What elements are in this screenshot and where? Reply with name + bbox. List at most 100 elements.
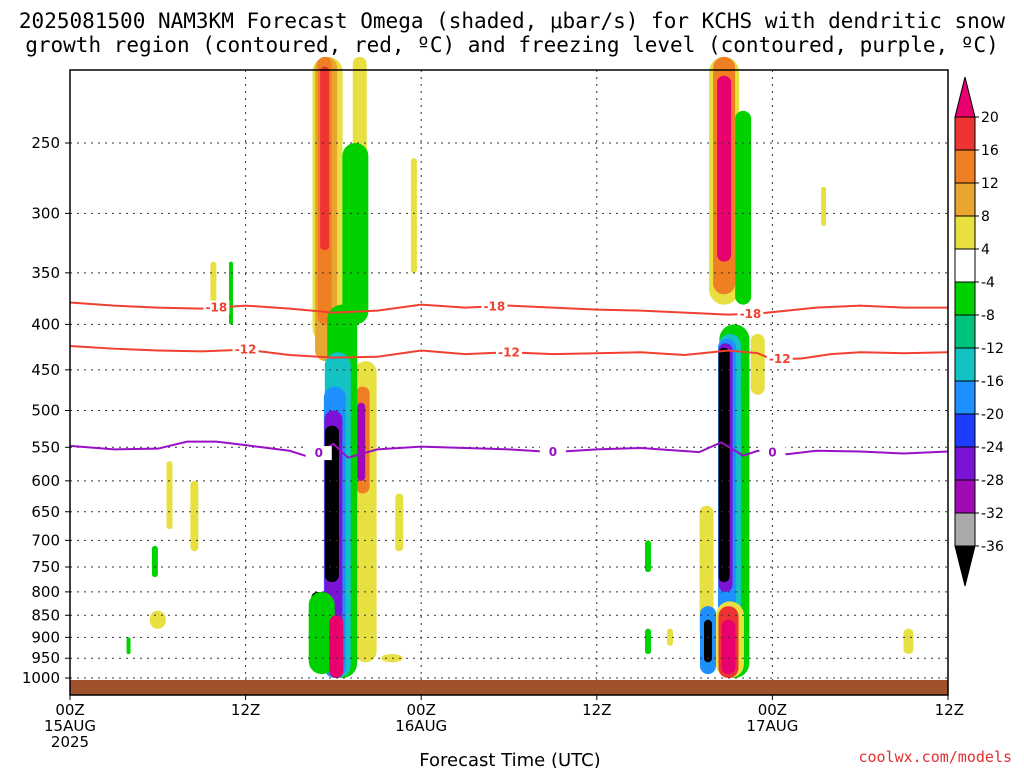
chart-title-line2: growth region (contoured, red, ºC) and f…	[25, 33, 999, 57]
x-tick-label-0-2: 2025	[51, 733, 89, 751]
shade-small-11	[645, 628, 652, 655]
shade-e1-green-upper	[342, 143, 369, 325]
colorbar-label--28: -28	[981, 473, 1004, 489]
temperature-contours: -18 -18 -18 -12 -12 -12 0 0 0	[69, 299, 949, 461]
y-tick-label-950: 950	[31, 649, 60, 667]
shade-e2-black	[718, 347, 730, 583]
chart-title-line1: 2025081500 NAM3KM Forecast Omega (shaded…	[19, 9, 1006, 33]
y-tick-label-750: 750	[31, 558, 60, 576]
colorbar-label--16: -16	[981, 374, 1004, 390]
colorbar-top-arrow	[954, 76, 976, 118]
colorbar-label-4: 4	[981, 242, 990, 258]
contour-label-bg	[766, 352, 793, 367]
shade-e2-yellow-left	[699, 505, 714, 638]
shade-small-2	[228, 261, 233, 325]
colorbar-cell-4	[954, 215, 976, 250]
contour-label--12: -12	[498, 345, 520, 359]
x-tick-label-60-0: 12Z	[935, 701, 964, 719]
contour-label--18: -18	[205, 301, 227, 315]
colorbar-cell-11	[954, 446, 976, 481]
shade-e2-upper-pink	[717, 75, 732, 262]
colorbar-label-12: 12	[981, 176, 999, 192]
contour-label-0: 0	[315, 446, 323, 460]
shade-e2-pink-low	[721, 619, 736, 675]
x-tick-label-24-1: 16AUG	[395, 717, 447, 735]
y-tick-label-800: 800	[31, 583, 60, 601]
colorbar-cell-10	[954, 413, 976, 448]
shade-small-1	[210, 261, 217, 305]
x-tick-label-0-0: 00Z	[55, 701, 84, 719]
contour-label-bg	[496, 345, 522, 360]
colorbar-cell-5	[954, 248, 976, 283]
credit-text: coolwx.com/models	[858, 748, 1012, 766]
colorbar-cell-13	[954, 512, 976, 547]
colorbar-label--20: -20	[981, 407, 1004, 423]
colorbar-label--12: -12	[981, 341, 1004, 357]
y-tick-label-300: 300	[31, 204, 60, 222]
y-tick-label-850: 850	[31, 606, 60, 624]
contour-label--12: -12	[235, 343, 257, 357]
shade-small-6	[149, 610, 166, 629]
colorbar-cell-2	[954, 149, 976, 184]
y-tick-label-350: 350	[31, 264, 60, 282]
y-tick-label-500: 500	[31, 402, 60, 420]
shade-e2-green-upper	[735, 110, 752, 305]
shade-small-5	[151, 545, 158, 578]
shade-small-12	[666, 628, 673, 646]
contour-label-0: 0	[768, 446, 776, 460]
shade-e1-green-low	[308, 591, 335, 675]
colorbar-label--8: -8	[981, 308, 995, 324]
x-tick-label-0-1: 15AUG	[44, 717, 96, 735]
x-tick-label-24-0: 00Z	[407, 701, 436, 719]
shade-small-9	[395, 493, 404, 552]
colorbar-cell-7	[954, 314, 976, 349]
shade-e1-upper-red	[320, 66, 330, 251]
shade-small-8	[410, 158, 417, 273]
contour-label-bg	[203, 300, 230, 315]
colorbar-label--36: -36	[981, 539, 1004, 555]
contour-label-bg	[305, 446, 332, 461]
y-axis-ticks: 250 300 350 400 450 500 550 600 650 700 750 800 850 9…	[22, 134, 70, 687]
colorbar-cell-9	[954, 380, 976, 415]
colorbar-label--32: -32	[981, 506, 1004, 522]
x-tick-label-48-0: 00Z	[758, 701, 787, 719]
colorbar-cell-8	[954, 347, 976, 382]
plot-frame	[69, 69, 949, 696]
ground-strip	[70, 680, 948, 695]
x-tick-label-36-0: 12Z	[582, 701, 611, 719]
colorbar: 20 16 12 8 4 -4 -8 -12 -16 -20 -24 -28 -32 -36	[954, 76, 1004, 587]
colorbar-label-20: 20	[981, 110, 999, 126]
contour-label-bg	[737, 306, 764, 321]
contour-label-0: 0	[549, 445, 557, 459]
colorbar-cell-6	[954, 281, 976, 316]
colorbar-cell-12	[954, 479, 976, 514]
shade-e1-mag-right	[357, 402, 366, 481]
x-axis-label: Forecast Time (UTC)	[419, 750, 600, 768]
contour-label--18: -18	[740, 307, 762, 321]
contour-label--18: -18	[484, 299, 506, 313]
contour-line--12	[69, 344, 949, 361]
contour-label-bg	[481, 299, 508, 314]
shade-e2-yellow-right	[750, 333, 765, 395]
plot-area: -18 -18 -18 -12 -12 -12 0 0 0	[69, 56, 949, 696]
colorbar-bottom-arrow	[954, 545, 976, 587]
y-tick-label-900: 900	[31, 628, 60, 646]
y-tick-label-600: 600	[31, 472, 60, 490]
y-tick-label-250: 250	[31, 134, 60, 152]
shade-small-14	[903, 628, 914, 655]
colorbar-label-16: 16	[981, 143, 999, 159]
shade-small-10	[645, 540, 652, 573]
contour-label-bg	[759, 445, 786, 460]
shade-small-3	[166, 461, 173, 530]
contour-label-bg	[232, 342, 259, 357]
shade-e1-yellow-low	[380, 654, 403, 663]
colorbar-cell-3	[954, 182, 976, 217]
contour-label--12: -12	[769, 352, 791, 366]
y-tick-label-400: 400	[31, 315, 60, 333]
x-tick-label-12-0: 12Z	[231, 701, 260, 719]
shade-e1-black	[324, 425, 339, 583]
colorbar-label--4: -4	[981, 275, 995, 291]
y-tick-label-700: 700	[31, 531, 60, 549]
